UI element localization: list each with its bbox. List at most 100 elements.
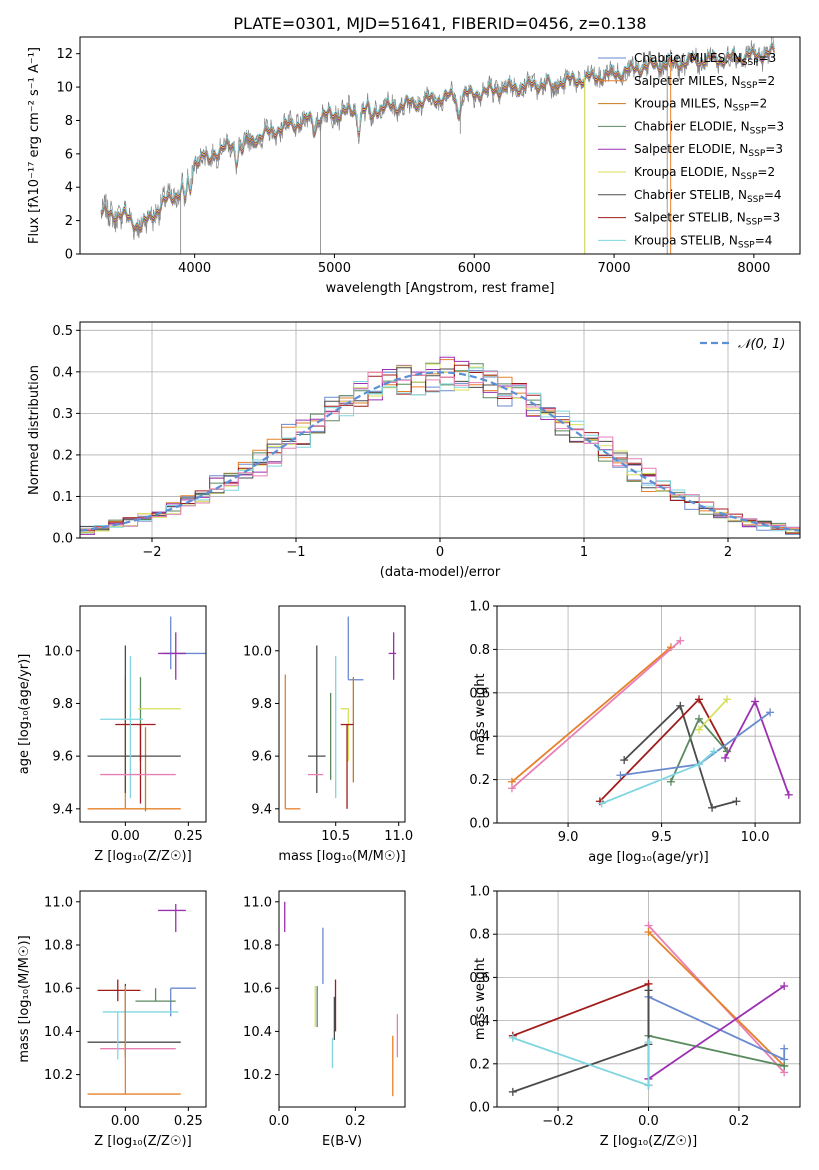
x-tick-label: 0.2 — [345, 1114, 366, 1129]
x-axis-label: age [log₁₀(age/yr)] — [588, 850, 709, 865]
plot-area — [284, 901, 399, 1097]
panel-weight-vs-Z: −0.2 0.0 0.2 0.0 0.2 0.4 0.6 0.8 1.0 Z [log₁₀(Z/Z… — [469, 885, 801, 1149]
histogram-kroupa-stelib — [80, 367, 800, 538]
x-axis-label: Z [log₁₀(Z/Z☉)] — [94, 849, 191, 864]
y-tick-label: 10.0 — [243, 644, 272, 659]
x-tick-label: 0.25 — [174, 1114, 203, 1129]
x-tick-label: 8000 — [737, 261, 770, 276]
y-tick-label: 10 — [56, 81, 73, 96]
y-tick-label: 0 — [65, 248, 73, 263]
x-tick-label: 2 — [724, 545, 732, 560]
axes-frame — [79, 890, 207, 1108]
y-axis-label: Flux [fλ10⁻¹⁷ erg cm⁻² s⁻¹ A⁻¹] — [27, 47, 42, 244]
x-tick-label: 6000 — [458, 261, 491, 276]
legend-label: Chabrier STELIB, NSSP=4 — [634, 188, 782, 205]
legend-label: 𝒩(0, 1) — [738, 337, 785, 352]
weight-line — [698, 698, 728, 731]
x-tick-label: 0 — [436, 545, 444, 560]
x-tick-label: −2 — [142, 545, 161, 560]
legend-label: Salpeter STELIB, NSSP=3 — [634, 211, 780, 228]
model-spectrum-kroupa-stelib — [100, 41, 775, 228]
y-tick-label: 6 — [65, 147, 73, 162]
y-tick-label: 0.2 — [469, 773, 490, 788]
y-tick-label: 0.4 — [469, 1014, 490, 1029]
weight-line — [647, 931, 785, 1067]
plot-area — [507, 636, 793, 812]
panel-mass-vs-EBV: 0.0 0.2 10.2 10.4 10.6 10.8 11.0 E(B-V) — [243, 890, 406, 1149]
x-tick-label: 0.00 — [111, 1114, 140, 1129]
panel-age-vs-mass: 10.5 11.0 9.4 9.6 9.8 10.0 mass [log₁₀(M/M☉)] — [243, 605, 413, 864]
normal-curve — [80, 371, 800, 532]
y-tick-label: 10.2 — [243, 1068, 272, 1083]
y-tick-label: 0.2 — [469, 1057, 490, 1072]
x-axis-label: Z [log₁₀(Z/Z☉)] — [600, 1134, 697, 1149]
x-tick-label: 0.25 — [174, 829, 203, 844]
y-tick-label: 9.8 — [251, 697, 272, 712]
legend-label: Kroupa STELIB, NSSP=4 — [634, 233, 772, 250]
legend-label: Kroupa MILES, NSSP=2 — [634, 97, 767, 114]
weight-line — [724, 699, 790, 796]
y-axis-label: Normed distribution — [27, 365, 42, 495]
panel-age-vs-Z: 0.00 0.25 9.4 9.6 9.8 10.0 Z [log₁₀(Z/Z☉)] age … — [17, 605, 207, 864]
x-tick-label: 9.5 — [651, 830, 672, 845]
x-tick-label: −1 — [286, 545, 305, 560]
y-tick-label: 10.4 — [44, 1025, 73, 1040]
x-axis-label: E(B-V) — [322, 1134, 362, 1149]
histogram-pink — [80, 370, 800, 538]
y-tick-label: 0.4 — [469, 730, 490, 745]
y-tick-label: 9.6 — [251, 750, 272, 765]
y-tick-label: 0.1 — [52, 490, 73, 505]
panel-residuals: −2 −1 0 1 2 0.0 0.1 0.2 0.3 0.4 0.5 (data-model)/er… — [27, 321, 801, 580]
axes-frame — [79, 605, 207, 823]
x-tick-label: 9.0 — [558, 830, 579, 845]
y-tick-label: 0.2 — [52, 448, 73, 463]
plot-area — [80, 356, 800, 538]
y-tick-label: 10.6 — [44, 982, 73, 997]
y-tick-label: 4 — [65, 181, 73, 196]
y-tick-label: 9.4 — [251, 802, 272, 817]
y-tick-label: 2 — [65, 214, 73, 229]
legend-label: Chabrier MILES, NSSP=3 — [634, 51, 776, 68]
axes-frame — [278, 605, 406, 823]
weight-line — [648, 1034, 785, 1067]
y-axis-label: age [log₁₀(age/yr)] — [17, 654, 32, 775]
y-tick-label: 11.0 — [44, 895, 73, 910]
axes-frame — [278, 890, 406, 1108]
x-tick-label: 0.0 — [638, 1114, 659, 1129]
figure-title: PLATE=0301, MJD=51641, FIBERID=0456, z=0… — [233, 14, 646, 33]
x-tick-label: 11.0 — [384, 829, 413, 844]
x-tick-label: 7000 — [598, 261, 631, 276]
x-tick-label: 0.2 — [729, 1114, 750, 1129]
x-axis-label: mass [log₁₀(M/M☉)] — [278, 849, 405, 864]
y-tick-label: 0.0 — [469, 817, 490, 832]
weight-line — [512, 1037, 650, 1087]
y-tick-label: 10.0 — [44, 644, 73, 659]
y-tick-label: 0.4 — [52, 365, 73, 380]
y-tick-label: 10.2 — [44, 1068, 73, 1083]
weight-line — [512, 990, 650, 1093]
weight-line — [511, 646, 672, 783]
legend-label: Salpeter MILES, NSSP=2 — [634, 74, 775, 91]
weight-line — [512, 982, 650, 1086]
y-tick-label: 0.0 — [52, 532, 73, 547]
y-tick-label: 9.6 — [52, 750, 73, 765]
x-tick-label: 0.0 — [269, 1114, 290, 1129]
plot-area — [87, 616, 206, 812]
panel-mass-vs-Z: 0.00 0.25 10.2 10.4 10.6 10.8 11.0 Z [log₁₀(Z/Z… — [17, 890, 207, 1149]
y-tick-label: 1.0 — [469, 600, 490, 615]
y-tick-label: 0.0 — [469, 1101, 490, 1116]
y-tick-label: 9.8 — [52, 697, 73, 712]
x-tick-label: 0.00 — [111, 829, 140, 844]
axes-frame — [496, 605, 801, 824]
x-tick-label: 4000 — [178, 261, 211, 276]
legend-label: Kroupa ELODIE, NSSP=2 — [634, 165, 775, 182]
y-tick-label: 0.5 — [52, 324, 73, 339]
y-tick-label: 8 — [65, 114, 73, 129]
x-axis-label: wavelength [Angstrom, rest frame] — [326, 281, 555, 296]
y-tick-label: 1.0 — [469, 885, 490, 900]
y-tick-label: 10.4 — [243, 1025, 272, 1040]
y-tick-label: 9.4 — [52, 802, 73, 817]
weight-line — [623, 704, 737, 809]
plot-area — [508, 921, 789, 1096]
